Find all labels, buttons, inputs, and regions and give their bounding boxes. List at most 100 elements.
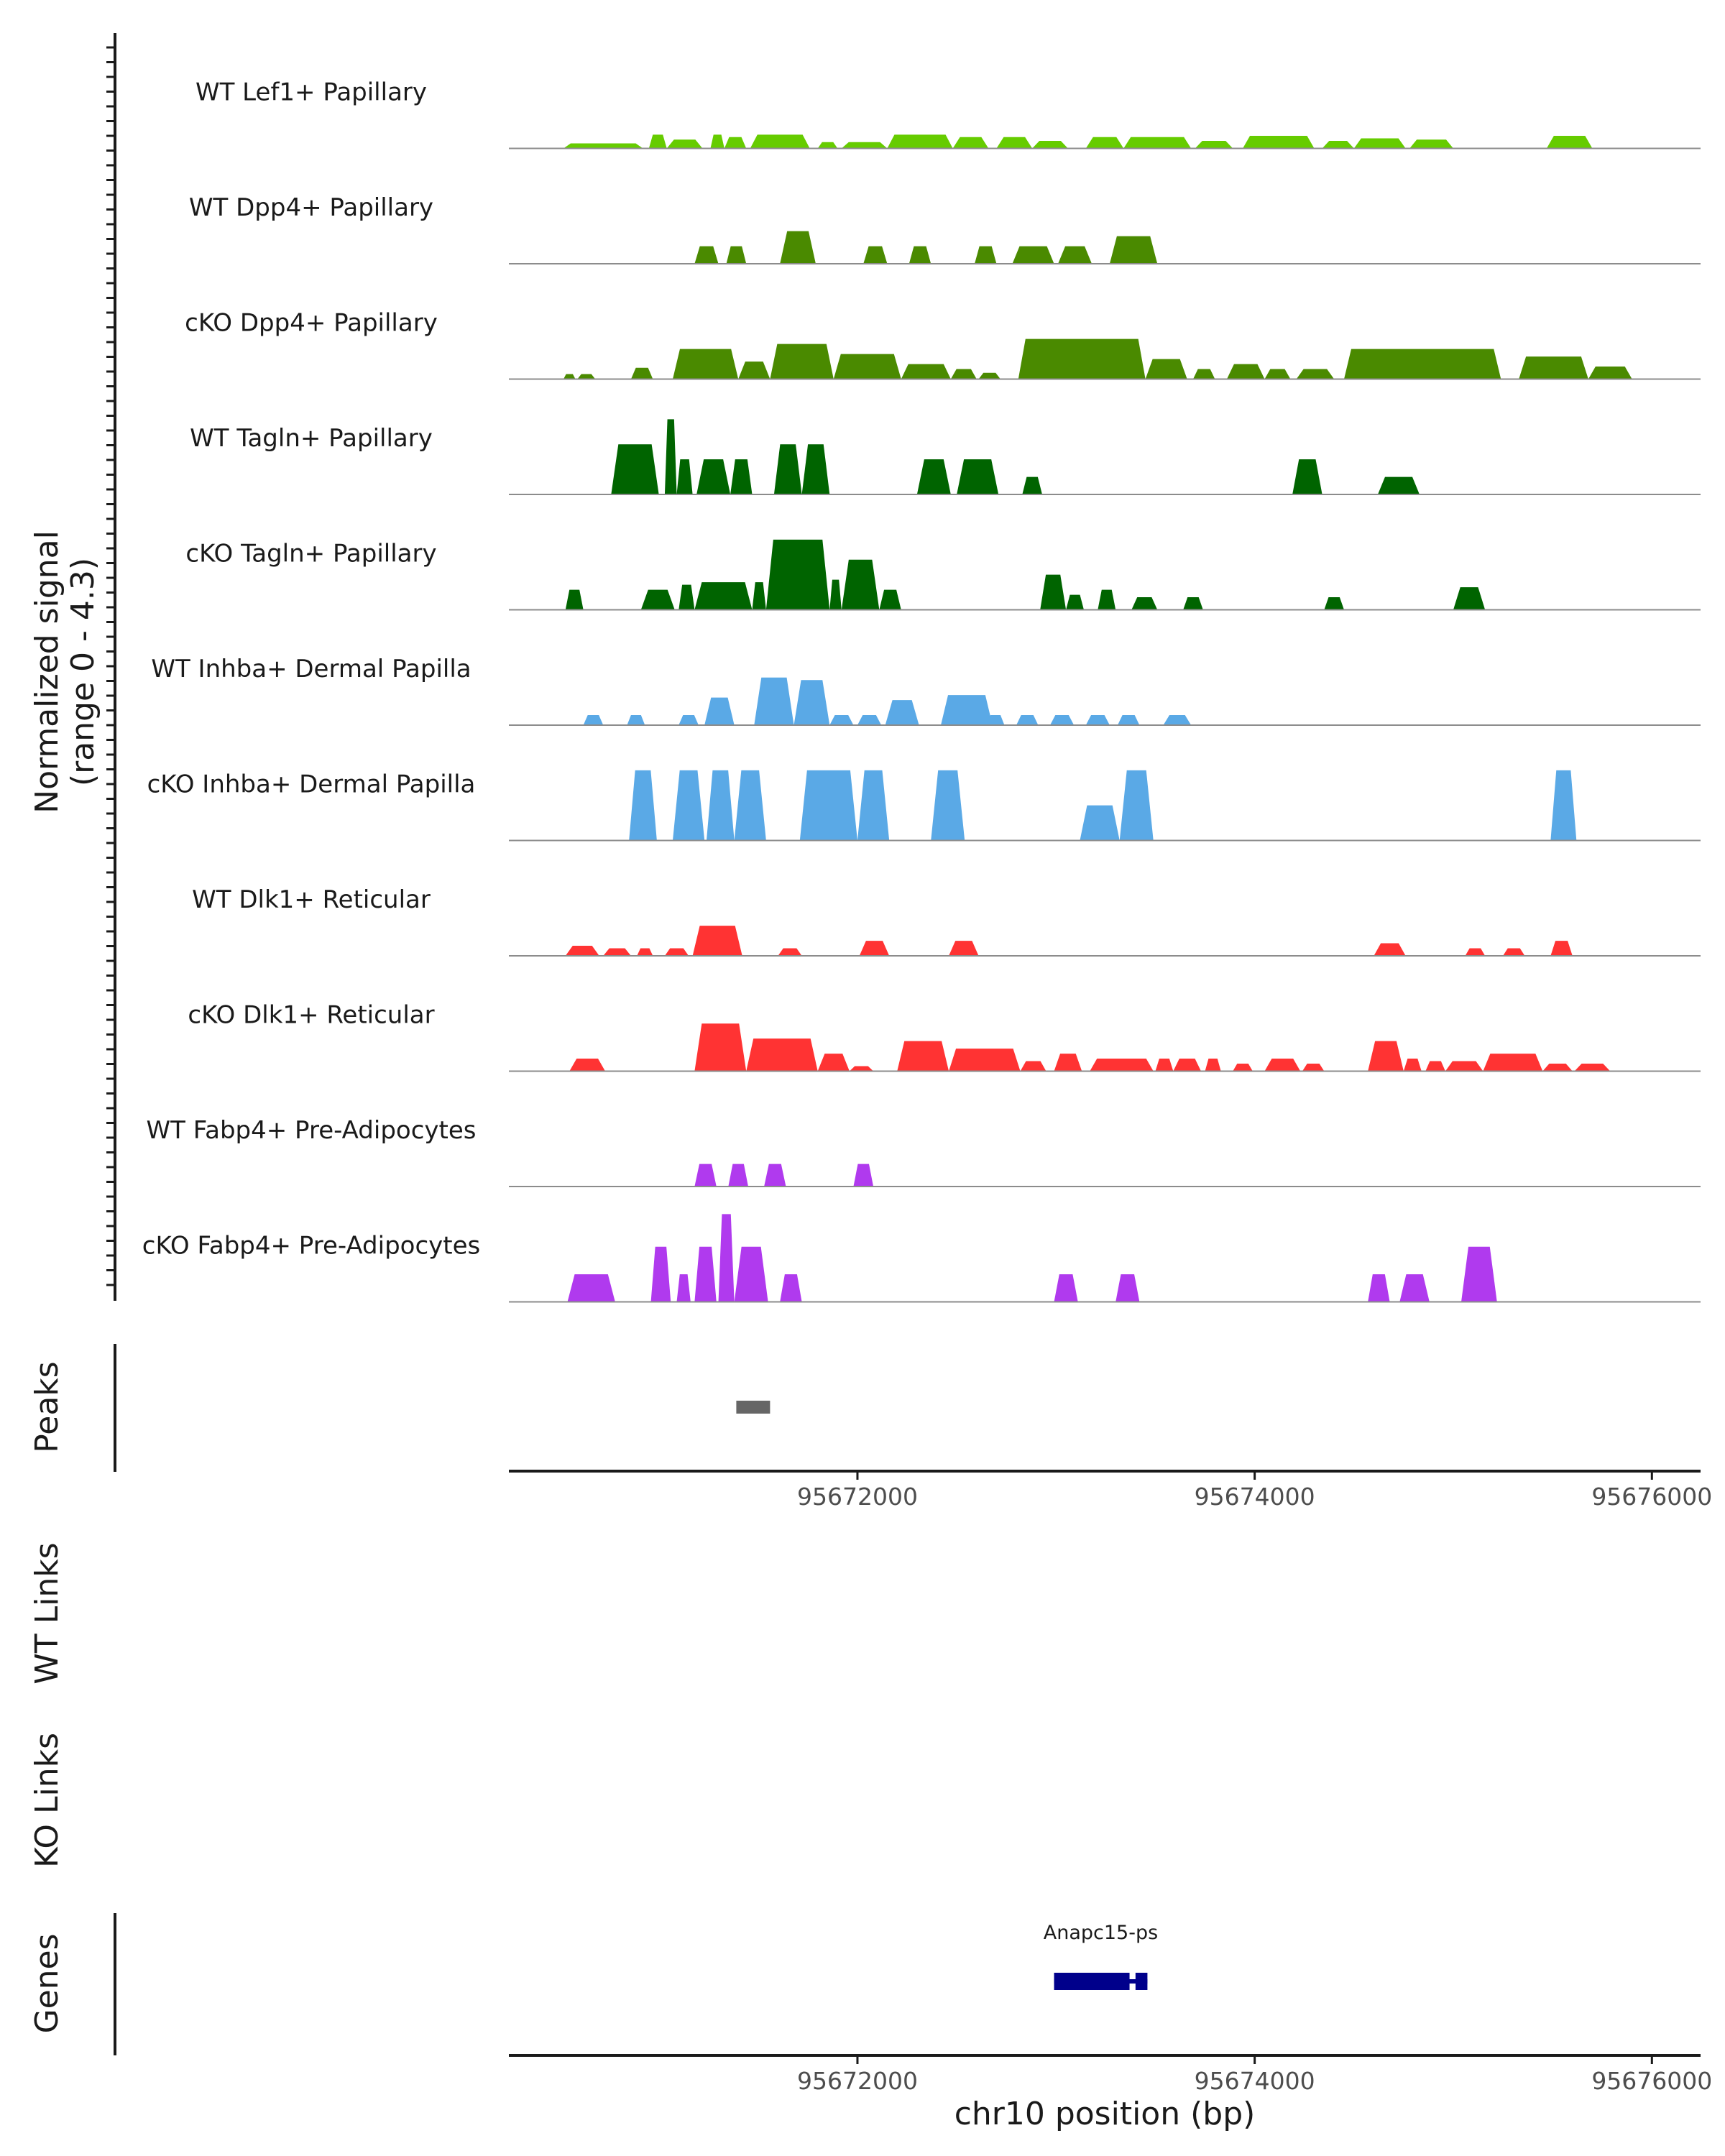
coverage-peak [996, 137, 1033, 149]
coverage-peak [817, 1054, 850, 1072]
coverage-peak [565, 946, 599, 956]
peak-regions [736, 1401, 770, 1414]
coverage-peak [648, 134, 667, 149]
coverage-peak [563, 143, 643, 149]
coverage-peak [863, 246, 888, 264]
coverage-peak [583, 715, 604, 725]
coverage-peak [1445, 1061, 1484, 1072]
track-label: WT Fabp4+ Pre-Adipocytes [147, 1116, 477, 1145]
track-10: cKO Fabp4+ Pre-Adipocytes [142, 1214, 1701, 1303]
peaks-x-ticks: 95672000 95674000 95676000 [797, 1471, 1712, 1511]
track-label: cKO Dlk1+ Reticular [188, 1001, 434, 1030]
coverage-peak [957, 459, 999, 494]
coverage-peak [1483, 1054, 1543, 1072]
coverage-peak [950, 369, 977, 379]
coverage-peak [857, 770, 890, 841]
coverage-peak [1374, 943, 1406, 956]
coverage-peak [764, 1164, 786, 1187]
coverage-peak [1109, 236, 1158, 264]
track-3: WT Tagln+ Papillary [190, 419, 1701, 495]
coverage-peak [1461, 1246, 1497, 1302]
coverage-peak [897, 1041, 949, 1072]
track-2: cKO Dpp4+ Papillary [185, 309, 1701, 380]
coverage-peak [1022, 476, 1042, 494]
coverage-peak [853, 1164, 874, 1187]
coverage-peak [1292, 459, 1322, 494]
strand-arrow [1140, 1973, 1148, 1990]
coverage-ylabel-range: (range 0 - 4.3) [65, 558, 101, 786]
coverage-peak [1368, 1274, 1390, 1302]
coverage-peak [1226, 364, 1265, 379]
coverage-peak [1058, 246, 1092, 264]
x-axis-title: chr10 position (bp) [954, 2096, 1256, 2132]
wt-links-label: WT Links [29, 1542, 65, 1684]
coverage-peak [1574, 1064, 1611, 1072]
coverage-peak [799, 770, 857, 841]
track-6: cKO Inhba+ Dermal Papilla [147, 770, 1701, 842]
coverage-peak [1040, 574, 1067, 610]
coverage-peak [694, 582, 753, 610]
coverage-peak [1054, 1274, 1078, 1302]
coverage-peak [1322, 141, 1354, 149]
coverage-peak [1173, 1059, 1202, 1072]
coverage-peak [901, 364, 951, 379]
coverage-peak [630, 367, 653, 379]
peaks-label: Peaks [29, 1361, 65, 1452]
coverage-peak [978, 372, 1000, 379]
gene-exon [1054, 1973, 1130, 1990]
coverage-peak [780, 231, 816, 264]
coverage-peak [603, 948, 631, 956]
coverage-peak [841, 559, 880, 610]
coverage-peak [694, 246, 719, 264]
gene-label: Anapc15-ps [1044, 1922, 1158, 1944]
coverage-peak [627, 715, 645, 725]
track-label: WT Inhba+ Dermal Papilla [151, 655, 471, 683]
coverage-peak [1119, 770, 1154, 841]
coverage-peak [734, 770, 766, 841]
coverage-peak [857, 715, 882, 725]
coverage-peak [1324, 597, 1344, 610]
coverage-tracks: WT Lef1+ Papillary WT Dpp4+ Papillary cKO … [142, 78, 1701, 1303]
coverage-peak [567, 1274, 615, 1302]
coverage-peak [666, 139, 703, 149]
coverage-peak [1163, 715, 1192, 725]
coverage-peak [949, 1049, 1021, 1072]
coverage-peak [563, 374, 576, 379]
track-label: cKO Fabp4+ Pre-Adipocytes [142, 1232, 481, 1261]
coverage-peak [1343, 349, 1501, 379]
coverage-peak [1085, 715, 1110, 725]
coverage-peak [801, 444, 830, 494]
coverage-peak [746, 1038, 818, 1072]
coverage-peak [678, 715, 699, 725]
coverage-peak [1131, 597, 1158, 610]
coverage-peak [829, 579, 842, 610]
coverage-peak [650, 1246, 671, 1302]
coverage-peak [952, 137, 989, 149]
genes-x-ticks: 95672000 95674000 95676000 [797, 2055, 1712, 2095]
coverage-peak [637, 948, 653, 956]
coverage-peak [672, 770, 705, 841]
coverage-peak [664, 948, 689, 956]
x-tick-label: 95674000 [1195, 1483, 1315, 1511]
coverage-peak [1519, 356, 1588, 379]
coverage-peak [718, 1214, 735, 1302]
coverage-peak [676, 1274, 691, 1302]
track-8: cKO Dlk1+ Reticular [188, 1001, 1701, 1072]
track-label: WT Lef1+ Papillary [196, 78, 427, 107]
track-label: WT Dlk1+ Reticular [192, 885, 431, 914]
x-tick-label: 95672000 [797, 2067, 918, 2095]
coverage-peak [1116, 1274, 1140, 1302]
coverage-peak [696, 459, 731, 494]
coverage-peak [1205, 1059, 1221, 1072]
coverage-peak [780, 1274, 802, 1302]
coverage-peak [879, 589, 901, 610]
coverage-peak [1085, 137, 1124, 149]
coverage-peak [1264, 369, 1291, 379]
coverage-peak [1233, 1064, 1253, 1072]
coverage-peak [678, 584, 695, 610]
coverage-y-ticks [106, 46, 115, 1286]
coverage-peak [1195, 141, 1233, 149]
coverage-peak [1020, 1061, 1046, 1072]
coverage-peak [773, 444, 802, 494]
coverage-peak [829, 715, 854, 725]
